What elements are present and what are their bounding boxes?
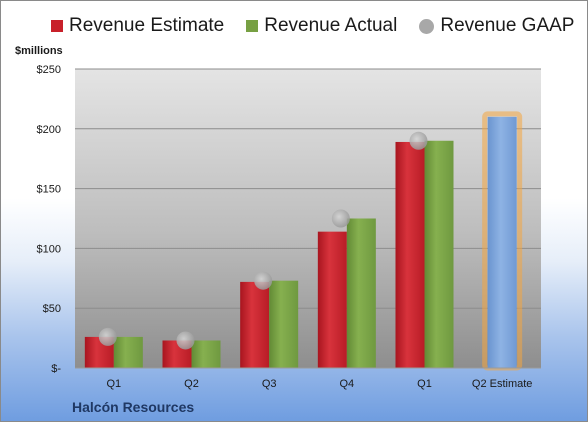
bar-revenue-actual [269,280,299,368]
gridlines [75,68,541,309]
bar-q2-estimate [487,116,517,368]
legend-swatch-gaap [419,18,435,34]
legend-label-estimate: Revenue Estimate [69,15,225,36]
bar-revenue-actual [424,140,454,368]
x-tick-label: Q4 [339,378,354,390]
bar-revenue-actual [113,336,143,368]
y-tick-label: $250 [37,64,61,76]
marker-revenue-gaap [176,331,195,350]
x-tick-label: Q2 Estimate [472,378,533,390]
bar-revenue-estimate [317,231,347,368]
gaap-markers [98,131,428,350]
x-tick-label: Q1 [417,378,432,390]
bar-revenue-actual [346,218,376,368]
marker-revenue-gaap [98,327,117,346]
legend-item-actual: Revenue Actual [246,15,397,37]
legend-label-gaap: Revenue GAAP [440,15,575,36]
legend-item-estimate: Revenue Estimate [51,15,224,37]
legend-swatch-actual [246,20,259,32]
plot-area [75,69,541,368]
y-tick-label: $100 [37,243,61,255]
company-name: Halcón Resources [72,399,195,415]
bar-revenue-estimate [240,281,270,368]
y-tick-label: $200 [37,124,61,136]
marker-revenue-gaap [331,209,350,228]
x-tick-label: Q3 [262,378,277,390]
y-tick-label: $- [51,363,61,375]
bar-revenue-actual [191,340,221,368]
legend-label-actual: Revenue Actual [264,15,398,36]
marker-revenue-gaap [409,131,428,150]
y-tick-label: $50 [43,303,61,315]
bars [84,111,523,371]
x-tick-label: Q1 [106,378,121,390]
legend: Revenue Estimate Revenue Actual Revenue … [51,15,587,37]
marker-revenue-gaap [254,271,273,290]
legend-swatch-estimate [51,20,63,32]
x-tick-label: Q2 [184,378,199,390]
y-axis-unit: $millions [15,45,63,57]
axes: $- $50 $100 $150 $200 $250 Q1 Q2 Q3 Q4 Q1 Q2 Estima… [37,64,541,390]
y-tick-label: $150 [37,184,61,196]
legend-item-gaap: Revenue GAAP [419,15,574,37]
bar-revenue-estimate [395,141,425,368]
